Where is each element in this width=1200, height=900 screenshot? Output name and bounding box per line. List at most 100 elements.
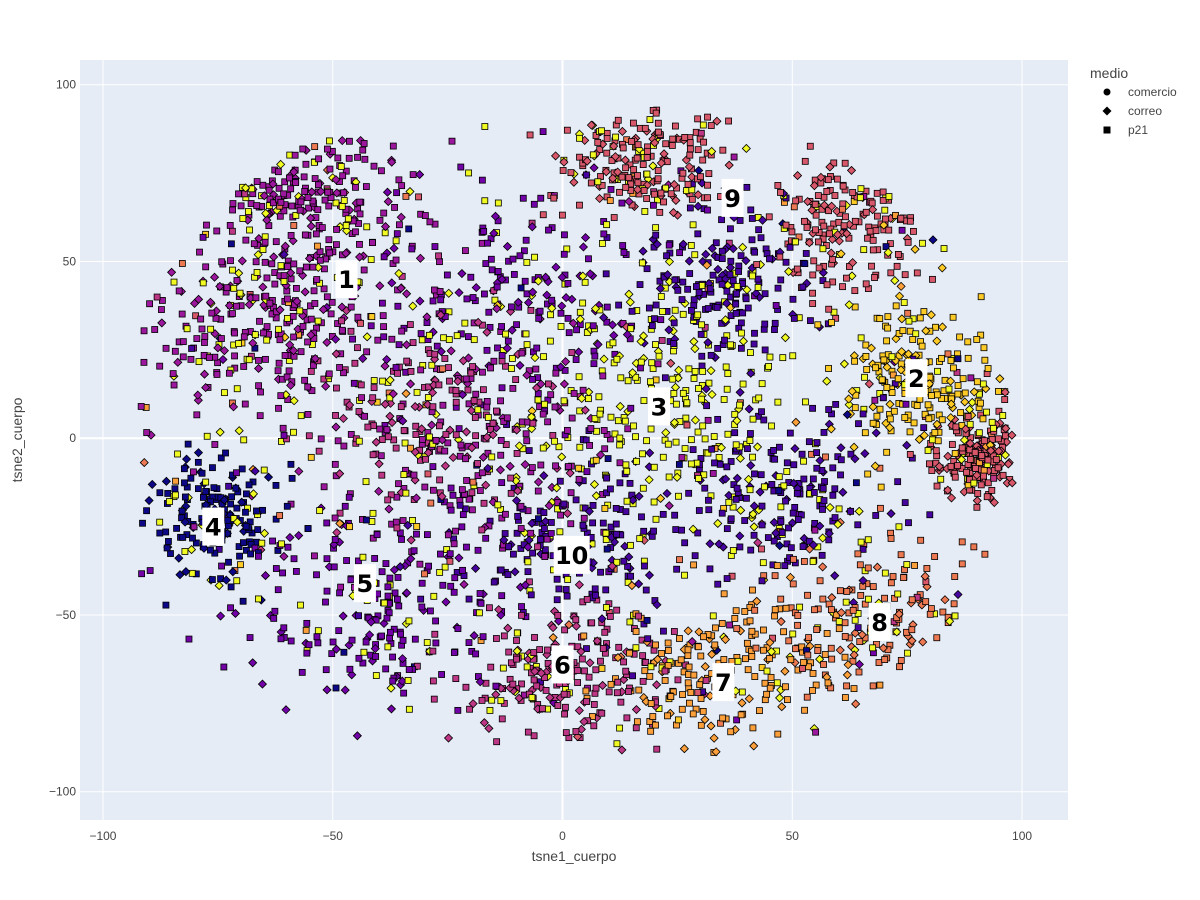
data-point — [704, 305, 712, 312]
legend-entry-p21[interactable]: p21 — [1103, 123, 1149, 137]
data-point — [415, 253, 425, 263]
data-point — [532, 365, 540, 373]
data-point — [436, 422, 443, 430]
data-point — [213, 343, 223, 353]
data-point — [199, 494, 207, 501]
data-point — [882, 243, 890, 250]
data-point — [490, 211, 501, 221]
data-point — [429, 463, 437, 471]
data-point — [601, 505, 609, 512]
data-point — [446, 377, 453, 385]
data-point — [616, 479, 624, 487]
data-point — [522, 236, 530, 244]
data-point — [488, 266, 496, 274]
data-point — [664, 325, 674, 335]
data-point — [695, 507, 703, 514]
data-point — [726, 621, 734, 629]
data-point — [694, 428, 702, 436]
data-point — [509, 384, 517, 392]
data-point — [741, 256, 751, 266]
data-point — [392, 237, 400, 245]
legend-entry-comercio[interactable]: comercio — [1103, 85, 1178, 99]
data-point — [800, 217, 808, 225]
data-point — [940, 595, 950, 605]
data-point — [225, 482, 233, 490]
data-point — [355, 437, 363, 445]
data-point — [493, 738, 501, 746]
data-point — [536, 307, 544, 315]
data-point — [652, 109, 660, 117]
data-point — [287, 185, 295, 193]
data-point — [980, 466, 988, 474]
data-point — [608, 173, 618, 183]
legend-entry-correo[interactable]: correo — [1102, 104, 1163, 118]
data-point — [258, 539, 266, 547]
data-point — [763, 667, 771, 675]
data-point — [290, 428, 297, 436]
data-point — [741, 517, 749, 524]
data-point — [787, 544, 795, 552]
data-point — [909, 336, 917, 343]
data-point — [561, 357, 571, 367]
data-point — [628, 138, 635, 145]
data-point — [670, 628, 678, 635]
data-point — [1001, 432, 1009, 440]
data-point — [697, 695, 705, 702]
data-point — [396, 529, 404, 537]
data-point — [679, 169, 687, 177]
data-point — [771, 326, 778, 334]
data-point — [489, 419, 497, 427]
data-point — [957, 409, 965, 417]
data-point — [932, 419, 942, 429]
data-point — [431, 350, 439, 358]
data-point — [798, 450, 806, 458]
data-point — [497, 566, 505, 574]
data-point — [488, 497, 498, 507]
data-point — [300, 287, 310, 297]
data-point — [937, 475, 945, 483]
data-point — [527, 518, 537, 528]
data-point — [700, 662, 710, 672]
data-point — [642, 586, 650, 594]
data-point — [245, 356, 253, 364]
y-tick-label: −50 — [56, 608, 77, 622]
data-point — [829, 255, 836, 263]
data-point — [294, 466, 304, 476]
data-point — [705, 506, 713, 514]
data-point — [847, 271, 857, 281]
data-point — [589, 479, 600, 489]
data-point — [389, 653, 396, 661]
data-point — [851, 303, 859, 311]
data-point — [332, 188, 342, 198]
data-point — [498, 352, 506, 359]
data-point — [202, 478, 210, 486]
data-point — [793, 490, 801, 497]
data-point — [921, 410, 929, 418]
data-point — [842, 228, 852, 239]
data-point — [698, 395, 706, 403]
data-point — [556, 362, 566, 372]
x-tick-label: −100 — [89, 829, 116, 843]
data-point — [272, 565, 280, 572]
data-point — [542, 687, 550, 694]
data-point — [969, 387, 979, 397]
data-point — [689, 710, 697, 718]
data-point — [539, 410, 547, 418]
data-point — [454, 706, 462, 714]
data-point — [386, 574, 394, 582]
data-point — [397, 403, 405, 411]
data-point — [479, 718, 489, 728]
data-point — [582, 156, 592, 166]
data-point — [939, 608, 947, 616]
data-point — [741, 608, 749, 615]
data-point — [359, 553, 367, 561]
data-point — [389, 565, 399, 575]
data-point — [340, 197, 348, 204]
data-point — [296, 206, 304, 214]
data-point — [937, 263, 947, 273]
data-point — [417, 595, 425, 603]
data-point — [974, 490, 982, 497]
data-point — [331, 536, 339, 543]
